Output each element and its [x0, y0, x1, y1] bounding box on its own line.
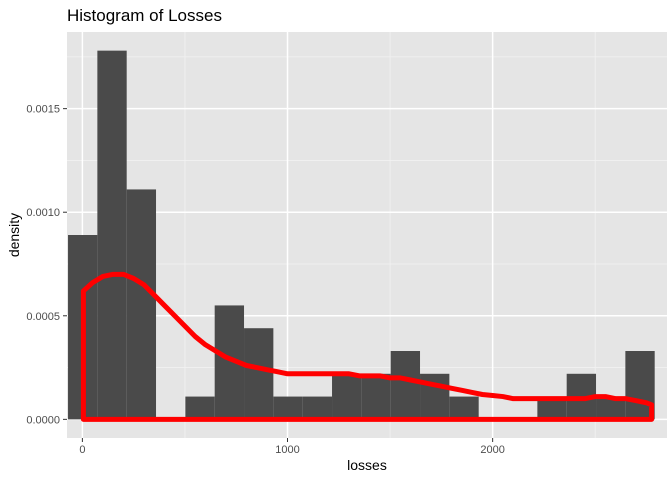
- histogram-bar: [97, 50, 127, 420]
- x-axis-ticks: 0 1000 2000: [79, 438, 505, 456]
- x-tick-label: 2000: [480, 444, 504, 456]
- y-tick-label: 0.0010: [26, 207, 60, 219]
- x-tick-label: 0: [79, 444, 85, 456]
- histogram-bar: [537, 396, 567, 420]
- x-tick-label: 1000: [275, 444, 299, 456]
- histogram-bar: [390, 351, 421, 420]
- y-axis-ticks: 0.0000 0.0005 0.0010 0.0015: [26, 104, 67, 426]
- density-curve: [80, 271, 655, 422]
- grid-minor: [67, 32, 667, 438]
- density-curve-layer: [80, 271, 655, 422]
- histogram-bar: [361, 373, 391, 420]
- histogram-bar: [185, 396, 215, 420]
- y-tick-label: 0.0015: [26, 104, 60, 116]
- histogram-bar: [244, 328, 274, 420]
- y-tick-label: 0.0000: [26, 414, 60, 426]
- chart-title: Histogram of Losses: [67, 6, 222, 25]
- histogram-bar: [332, 373, 362, 420]
- histogram-bar: [126, 189, 157, 420]
- x-axis-title: losses: [347, 457, 387, 473]
- histogram-bars: [68, 50, 655, 420]
- y-tick-label: 0.0005: [26, 311, 60, 323]
- histogram-bar: [449, 396, 479, 420]
- y-axis-title: density: [6, 213, 22, 257]
- histogram-bar: [302, 396, 333, 420]
- histogram-bar: [596, 396, 626, 420]
- plot-panel: [67, 32, 667, 438]
- histogram-bar: [273, 396, 303, 420]
